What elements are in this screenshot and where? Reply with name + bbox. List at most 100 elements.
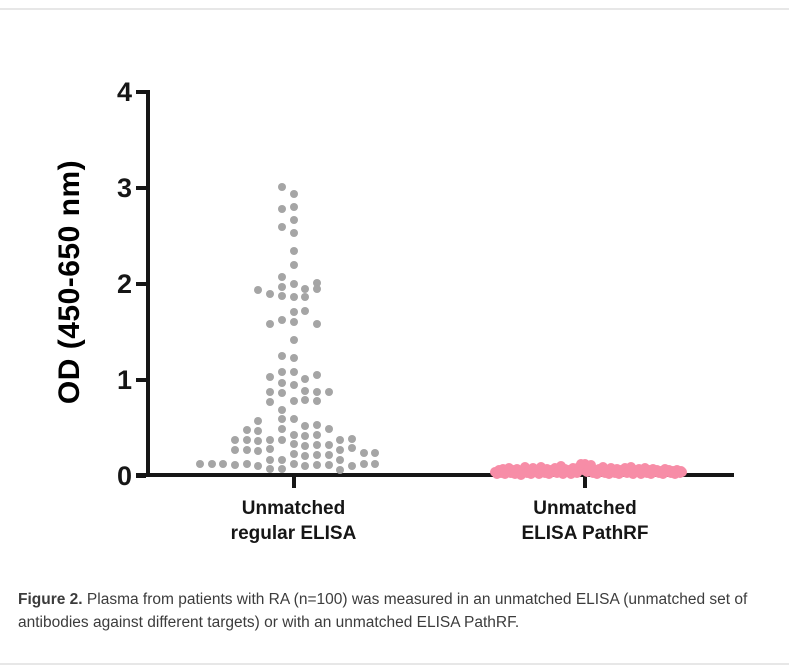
gray-data-point: [289, 397, 298, 406]
x-axis-group-label: Unmatched ELISA PathRF: [465, 496, 705, 546]
y-axis-title: OD (450-650 nm): [53, 159, 86, 405]
gray-data-point: [312, 371, 321, 380]
gray-data-point: [277, 291, 286, 300]
gray-data-point: [312, 421, 321, 430]
gray-data-point: [266, 387, 275, 396]
gray-data-point: [301, 431, 310, 440]
gray-data-point: [312, 284, 321, 293]
gray-data-point: [266, 398, 275, 407]
top-divider: [0, 8, 789, 10]
gray-data-point: [266, 289, 275, 298]
gray-data-point: [254, 447, 263, 456]
pink-data-point: [677, 467, 687, 478]
gray-data-point: [312, 279, 321, 288]
gray-data-point: [289, 247, 298, 256]
gray-data-point: [266, 320, 275, 329]
gray-data-point: [301, 396, 310, 405]
gray-data-point: [336, 466, 345, 475]
gray-data-point: [277, 378, 286, 387]
gray-data-point: [301, 386, 310, 395]
gray-data-point: [242, 436, 251, 445]
gray-data-point: [289, 260, 298, 269]
x-axis-line: [136, 473, 734, 477]
gray-data-point: [301, 442, 310, 451]
gray-data-point: [289, 307, 298, 316]
gray-data-point: [266, 445, 275, 454]
gray-data-point: [277, 183, 286, 192]
y-axis-tick: [136, 90, 146, 94]
gray-data-point: [289, 368, 298, 377]
gray-data-point: [348, 434, 356, 443]
x-axis-tick: [291, 477, 296, 488]
gray-data-point: [231, 461, 239, 470]
gray-data-point: [242, 446, 251, 455]
gray-data-point: [266, 373, 275, 382]
gray-data-point: [312, 387, 321, 396]
gray-data-point: [266, 435, 275, 444]
gray-data-point: [336, 446, 345, 455]
gray-data-point: [324, 441, 333, 450]
gray-data-point: [348, 462, 356, 471]
gray-data-point: [289, 460, 298, 469]
gray-data-point: [277, 368, 286, 377]
pink-data-point: [572, 468, 582, 479]
gray-data-point: [336, 455, 345, 464]
gray-data-point: [277, 424, 286, 433]
gray-data-point: [348, 444, 356, 453]
gray-data-point: [289, 353, 298, 362]
gray-data-point: [254, 417, 263, 426]
gray-data-point: [301, 462, 310, 471]
gray-data-point: [277, 465, 286, 474]
y-axis-tick-label: 3: [116, 173, 132, 203]
gray-data-point: [371, 448, 380, 457]
gray-data-point: [289, 380, 298, 389]
gray-data-point: [359, 459, 368, 468]
gray-data-point: [277, 282, 286, 291]
y-axis-tick: [136, 378, 146, 382]
gray-data-point: [289, 415, 298, 424]
gray-data-point: [324, 461, 333, 470]
x-axis-group-label-line: regular ELISA: [230, 523, 357, 544]
gray-data-point: [277, 455, 286, 464]
gray-data-point: [301, 306, 310, 315]
gray-data-point: [254, 462, 263, 471]
bottom-divider: [0, 663, 789, 665]
gray-data-point: [289, 293, 298, 302]
y-axis-tick: [136, 282, 146, 286]
gray-data-point: [219, 460, 228, 469]
gray-data-point: [289, 440, 298, 449]
y-axis-line: [146, 90, 150, 477]
gray-data-point: [277, 205, 286, 214]
gray-data-point: [289, 318, 298, 327]
gray-data-point: [312, 461, 321, 470]
gray-data-point: [207, 459, 216, 468]
y-axis-tick-label: 0: [116, 461, 132, 491]
gray-data-point: [324, 424, 333, 433]
gray-data-point: [324, 450, 333, 459]
gray-data-point: [277, 223, 286, 232]
x-axis-group-label-line: Unmatched: [533, 498, 637, 519]
gray-data-point: [254, 437, 263, 446]
figure-caption: Figure 2. Plasma from patients with RA (…: [18, 588, 775, 634]
x-axis-tick: [583, 477, 587, 488]
x-axis-group-label: Unmatched regular ELISA: [174, 496, 414, 546]
y-axis-tick-label: 4: [116, 77, 132, 107]
gray-data-point: [301, 284, 310, 293]
gray-data-point: [289, 430, 298, 439]
gray-data-point: [266, 465, 275, 474]
gray-data-point: [312, 441, 321, 450]
y-axis-tick: [136, 474, 146, 478]
gray-data-point: [195, 459, 204, 468]
gray-data-point: [277, 415, 286, 424]
gray-data-point: [359, 448, 368, 457]
gray-data-point: [277, 273, 286, 282]
gray-data-point: [254, 426, 263, 435]
gray-data-point: [231, 436, 239, 445]
gray-data-point: [289, 335, 298, 344]
gray-data-point: [277, 405, 286, 414]
gray-data-point: [301, 451, 310, 460]
gray-data-point: [324, 388, 333, 397]
gray-data-point: [289, 449, 298, 458]
gray-data-point: [301, 422, 310, 431]
gray-data-point: [231, 446, 239, 455]
